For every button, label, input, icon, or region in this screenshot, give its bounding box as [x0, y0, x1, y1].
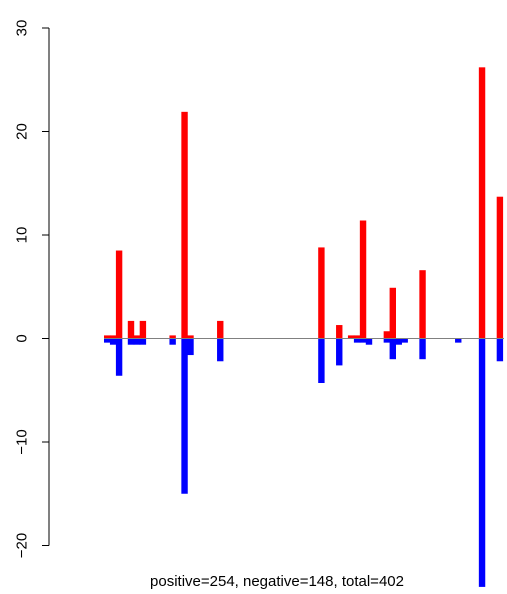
negative-bar [365, 338, 373, 345]
negative-bar [389, 338, 396, 360]
y-tick-label: 30 [14, 20, 31, 37]
negative-bar [104, 338, 111, 343]
negative-bar [353, 338, 361, 343]
positive-bar [115, 250, 123, 339]
positive-bar [217, 320, 224, 339]
positive-bar [336, 325, 343, 339]
negative-bar [139, 338, 147, 345]
negative-bar [109, 338, 117, 345]
negative-bar [318, 338, 325, 383]
negative-bar [395, 338, 402, 345]
y-tick-label: −20 [14, 533, 31, 558]
positive-bar [133, 335, 141, 339]
negative-bar [336, 338, 343, 366]
chart-caption: positive=254, negative=148, total=402 [150, 573, 404, 590]
y-tick-label: −10 [14, 429, 31, 454]
positive-bar [169, 335, 176, 339]
positive-bar [318, 247, 325, 339]
positive-bar [127, 320, 135, 339]
negative-bar [455, 338, 462, 343]
negative-bars [104, 338, 504, 587]
y-tick-label: 0 [14, 334, 31, 342]
positive-bar [109, 335, 117, 339]
negative-bar [115, 338, 123, 376]
positive-bar [353, 335, 361, 339]
positive-bar [187, 335, 194, 339]
negative-bar [217, 338, 224, 362]
negative-bar [419, 338, 426, 360]
positive-bar [383, 331, 391, 339]
negative-bar [169, 338, 176, 345]
y-tick-label: 10 [14, 227, 31, 244]
negative-bar [401, 338, 408, 343]
positive-bar [104, 335, 111, 339]
positive-bar [496, 196, 504, 339]
negative-bar [359, 338, 367, 343]
negative-bar [383, 338, 391, 343]
positive-bar [359, 220, 367, 339]
negative-bar [127, 338, 135, 345]
positive-bar [347, 335, 355, 339]
negative-bar [496, 338, 504, 362]
y-tick-label: 20 [14, 123, 31, 140]
positive-bars [104, 67, 504, 339]
positive-bar [419, 270, 426, 339]
positive-bar [389, 287, 396, 339]
negative-bar [133, 338, 141, 345]
y-axis: −20 −10 0 10 20 30 [14, 20, 50, 558]
negative-bar [181, 338, 188, 494]
negative-bar [478, 338, 486, 587]
positive-bar [181, 111, 188, 339]
negative-bar [187, 338, 194, 356]
positive-bar [139, 320, 147, 339]
positive-bar [478, 67, 486, 339]
